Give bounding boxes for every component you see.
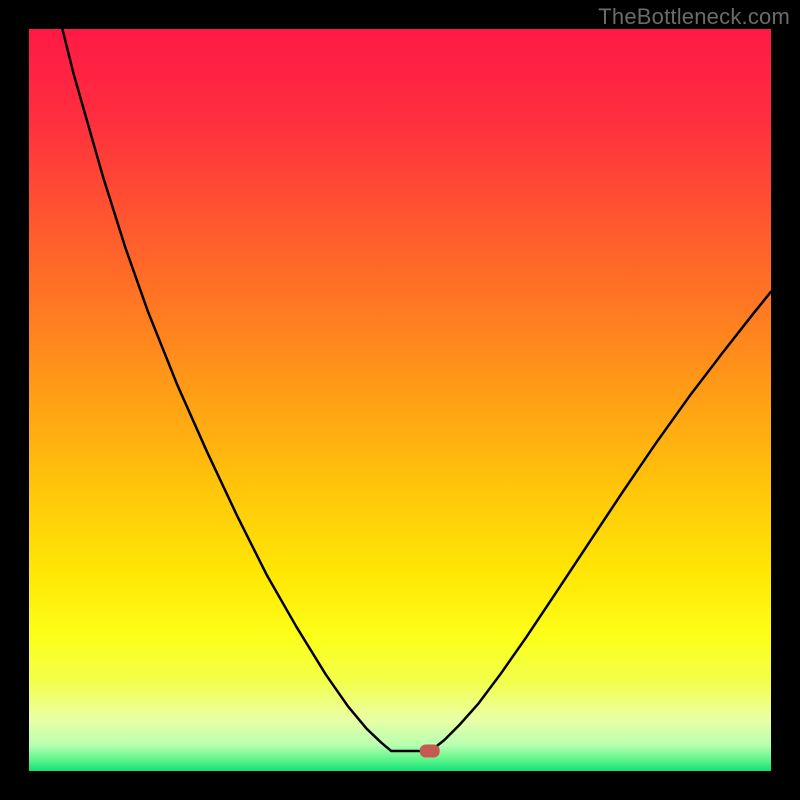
plot-background-gradient [29, 29, 771, 771]
figure-root: TheBottleneck.com [0, 0, 800, 800]
watermark-text: TheBottleneck.com [598, 4, 790, 30]
bottleneck-chart [0, 0, 800, 800]
operating-point-marker [420, 744, 440, 757]
